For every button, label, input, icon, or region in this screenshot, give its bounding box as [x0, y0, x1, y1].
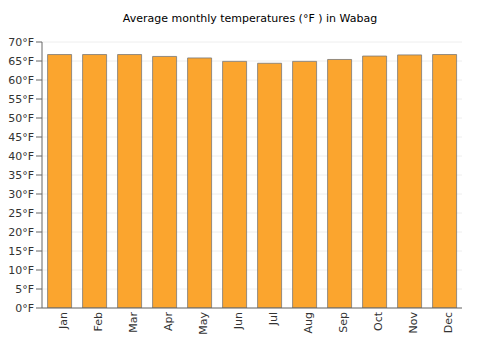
svg-text:Sep: Sep — [337, 312, 350, 333]
svg-text:Apr: Apr — [162, 312, 175, 332]
svg-text:15°F: 15°F — [8, 245, 34, 258]
svg-text:55°F: 55°F — [8, 93, 34, 106]
svg-text:Dec: Dec — [442, 312, 455, 333]
svg-text:Aug: Aug — [302, 312, 315, 333]
svg-text:Nov: Nov — [407, 312, 420, 334]
svg-text:Jun: Jun — [232, 312, 245, 330]
svg-text:Feb: Feb — [92, 312, 105, 331]
svg-text:0°F: 0°F — [15, 302, 34, 315]
svg-text:70°F: 70°F — [8, 36, 34, 49]
svg-text:Jul: Jul — [267, 312, 280, 326]
svg-text:10°F: 10°F — [8, 264, 34, 277]
svg-text:35°F: 35°F — [8, 169, 34, 182]
svg-text:May: May — [197, 312, 210, 335]
svg-text:5°F: 5°F — [15, 283, 34, 296]
svg-text:45°F: 45°F — [8, 131, 34, 144]
svg-text:Oct: Oct — [372, 311, 385, 331]
svg-text:Mar: Mar — [127, 312, 140, 333]
html-text:Average monthly temperatures (: Average monthly temperatures (°F ) in Wa… — [122, 12, 378, 25]
svg-text:20°F: 20°F — [8, 226, 34, 239]
svg-text:65°F: 65°F — [8, 55, 34, 68]
svg-text:60°F: 60°F — [8, 74, 34, 87]
svg-text:Jan: Jan — [57, 312, 70, 330]
svg-text:40°F: 40°F — [8, 150, 34, 163]
svg-text:25°F: 25°F — [8, 207, 34, 220]
svg-text:30°F: 30°F — [8, 188, 34, 201]
svg-text:50°F: 50°F — [8, 112, 34, 125]
